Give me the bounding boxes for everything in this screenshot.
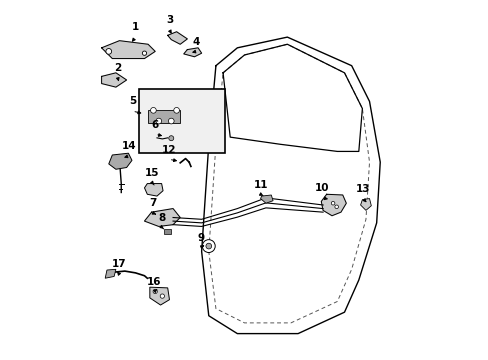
Polygon shape: [108, 153, 132, 169]
Polygon shape: [183, 48, 201, 57]
Circle shape: [160, 294, 164, 298]
Circle shape: [156, 118, 162, 124]
Circle shape: [205, 243, 211, 249]
Text: 6: 6: [151, 120, 159, 130]
Circle shape: [334, 205, 338, 208]
Polygon shape: [144, 184, 163, 196]
Polygon shape: [360, 199, 370, 210]
Text: 17: 17: [111, 259, 126, 269]
Text: 16: 16: [147, 277, 162, 287]
Circle shape: [331, 202, 334, 205]
Polygon shape: [149, 287, 169, 305]
Text: 12: 12: [161, 145, 176, 155]
Text: 10: 10: [314, 183, 329, 193]
Polygon shape: [167, 32, 187, 44]
Circle shape: [150, 108, 156, 113]
Circle shape: [202, 240, 215, 252]
Text: 14: 14: [122, 141, 137, 151]
Polygon shape: [260, 195, 272, 203]
Polygon shape: [102, 41, 155, 59]
Text: 15: 15: [145, 168, 159, 178]
Text: 5: 5: [128, 96, 136, 107]
Polygon shape: [321, 194, 346, 216]
Circle shape: [168, 136, 173, 141]
Text: 13: 13: [355, 184, 369, 194]
Text: 11: 11: [253, 180, 267, 190]
Polygon shape: [144, 208, 180, 226]
Polygon shape: [164, 229, 171, 234]
FancyBboxPatch shape: [139, 89, 224, 153]
Text: 8: 8: [158, 212, 165, 222]
Polygon shape: [102, 73, 126, 87]
Text: 2: 2: [114, 63, 121, 73]
Polygon shape: [105, 269, 116, 278]
Text: 3: 3: [165, 15, 173, 25]
Text: 4: 4: [192, 37, 200, 47]
Circle shape: [168, 118, 174, 124]
Text: 9: 9: [197, 233, 204, 243]
Circle shape: [142, 51, 146, 55]
Circle shape: [173, 108, 179, 113]
Circle shape: [106, 49, 111, 54]
Circle shape: [153, 289, 157, 294]
Text: 1: 1: [132, 22, 139, 32]
Text: 7: 7: [149, 198, 156, 208]
Bar: [148, 111, 180, 123]
